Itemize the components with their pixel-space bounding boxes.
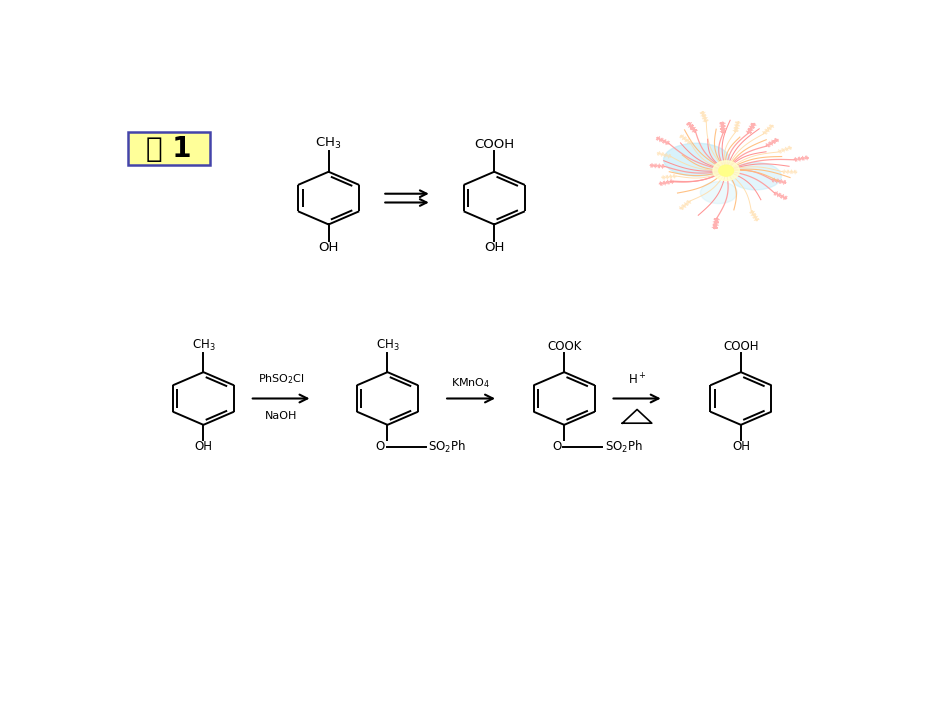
Text: CH$_3$: CH$_3$ [315, 135, 342, 151]
Text: OH: OH [484, 241, 504, 254]
Text: H$^+$: H$^+$ [628, 372, 646, 388]
Text: PhSO$_2$Cl: PhSO$_2$Cl [257, 373, 305, 386]
Text: OH: OH [732, 440, 750, 453]
Text: SO$_2$Ph: SO$_2$Ph [428, 438, 466, 455]
FancyBboxPatch shape [128, 132, 210, 165]
Circle shape [719, 165, 733, 176]
Text: CH$_3$: CH$_3$ [192, 338, 216, 353]
Text: COOK: COOK [547, 340, 581, 353]
Ellipse shape [663, 143, 730, 176]
Ellipse shape [730, 163, 781, 190]
Text: KMnO$_4$: KMnO$_4$ [451, 376, 491, 390]
Text: OH: OH [195, 440, 213, 453]
Text: NaOH: NaOH [265, 411, 297, 421]
Circle shape [712, 160, 739, 180]
Text: 例 1: 例 1 [146, 135, 192, 163]
Text: CH$_3$: CH$_3$ [375, 338, 399, 353]
Text: O: O [552, 441, 561, 453]
Text: O: O [375, 441, 385, 453]
Text: SO$_2$Ph: SO$_2$Ph [604, 438, 642, 455]
Ellipse shape [700, 182, 737, 204]
Text: COOH: COOH [474, 138, 514, 151]
Text: COOH: COOH [723, 340, 759, 353]
Text: OH: OH [318, 241, 339, 254]
